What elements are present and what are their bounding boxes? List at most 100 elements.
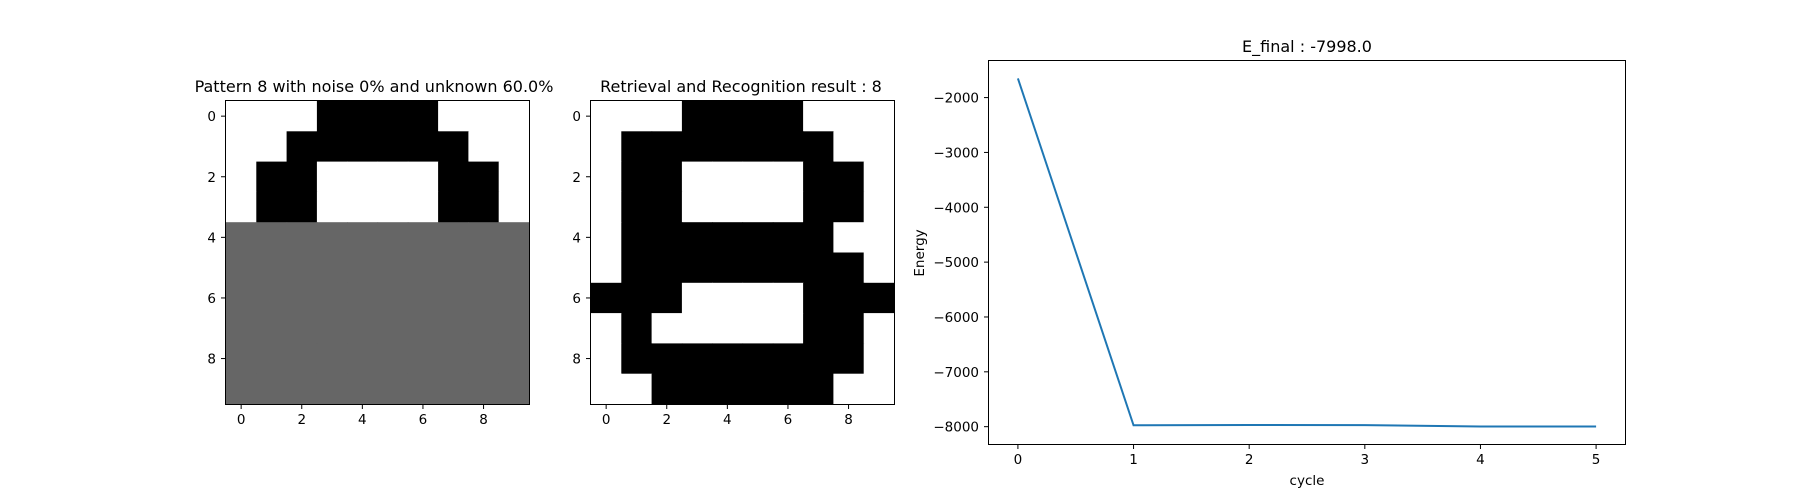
- input-pattern-cell-3-8: [468, 191, 500, 223]
- input-pattern-cell-9-9: [498, 373, 530, 405]
- input-pattern-cell-3-0: [226, 191, 257, 223]
- input-pattern-cell-4-6: [407, 222, 439, 254]
- result-pattern-cell-2-0: [591, 161, 622, 193]
- result-pattern-cell-7-5: [742, 313, 774, 344]
- input-pattern-y-tick-label: 2: [207, 170, 216, 186]
- energy-x-axis-label: cycle: [1290, 473, 1325, 489]
- input-pattern-cell-6-5: [377, 282, 409, 314]
- result-pattern-cell-7-2: [651, 313, 683, 344]
- result-pattern-cell-8-7: [803, 343, 834, 375]
- result-pattern-cell-9-0: [591, 373, 622, 405]
- input-pattern-title: Pattern 8 with noise 0% and unknown 60.0…: [195, 77, 554, 96]
- input-pattern-cell-9-7: [438, 373, 469, 405]
- result-pattern-cell-7-9: [863, 313, 895, 344]
- input-pattern-cell-1-2: [286, 131, 318, 163]
- input-pattern-y-tick-label: 0: [207, 109, 216, 125]
- input-pattern-cell-8-9: [498, 343, 530, 375]
- input-pattern-cell-0-5: [377, 101, 409, 132]
- result-pattern-cell-6-1: [621, 282, 653, 314]
- result-pattern-cell-1-4: [712, 131, 744, 163]
- input-pattern-cell-6-0: [226, 282, 257, 314]
- result-pattern-cell-6-2: [651, 282, 683, 314]
- result-pattern-y-tick-label: 4: [572, 230, 581, 246]
- energy-x-tick-label: 5: [1592, 452, 1601, 468]
- input-pattern-cell-6-8: [468, 282, 500, 314]
- result-pattern-cell-9-6: [772, 373, 804, 405]
- input-pattern-cell-6-4: [347, 282, 379, 314]
- input-pattern-cell-1-0: [226, 131, 257, 163]
- result-pattern-x-tick-label: 8: [844, 412, 853, 428]
- result-pattern-cell-5-6: [772, 252, 804, 284]
- input-pattern-cell-5-8: [468, 252, 500, 284]
- input-pattern-cell-4-5: [377, 222, 409, 254]
- result-pattern-cell-5-5: [742, 252, 774, 284]
- result-pattern-cell-6-7: [803, 282, 834, 314]
- input-pattern-cell-2-2: [286, 161, 318, 193]
- input-pattern-cell-2-8: [468, 161, 500, 193]
- result-pattern-cell-8-5: [742, 343, 774, 375]
- energy-chart-panel: E_final : -7998.0 0 1 2 3 4 5 −2000 −3000 −4000 −…: [912, 37, 1626, 489]
- result-pattern-cell-6-0: [591, 282, 622, 314]
- input-pattern-cell-5-1: [256, 252, 288, 284]
- input-pattern-cell-4-9: [498, 222, 530, 254]
- energy-y-tick-label: −8000: [933, 420, 979, 436]
- input-pattern-cell-4-4: [347, 222, 379, 254]
- result-pattern-cell-8-8: [833, 343, 865, 375]
- input-pattern-cell-4-2: [286, 222, 318, 254]
- input-pattern-cell-4-0: [226, 222, 257, 254]
- input-pattern-cell-9-8: [468, 373, 500, 405]
- result-pattern-cell-2-5: [742, 161, 774, 193]
- result-pattern-cell-5-3: [681, 252, 713, 284]
- result-pattern-cell-3-2: [651, 191, 683, 223]
- input-pattern-cell-2-6: [407, 161, 439, 193]
- input-pattern-cell-7-6: [407, 313, 439, 344]
- input-pattern-cell-7-2: [286, 313, 318, 344]
- result-pattern-cell-3-5: [742, 191, 774, 223]
- result-pattern-cell-3-0: [591, 191, 622, 223]
- result-pattern-cell-4-9: [863, 222, 895, 254]
- result-pattern-title: Retrieval and Recognition result : 8: [600, 77, 882, 96]
- result-pattern-cell-2-9: [863, 161, 895, 193]
- result-pattern-y-tick-label: 2: [572, 170, 581, 186]
- result-pattern-cell-3-6: [772, 191, 804, 223]
- input-pattern-cell-8-4: [347, 343, 379, 375]
- input-pattern-cell-0-7: [438, 101, 469, 132]
- input-pattern-cell-7-7: [438, 313, 469, 344]
- input-pattern-cell-9-1: [256, 373, 288, 405]
- input-pattern-cell-0-2: [286, 101, 318, 132]
- input-pattern-cell-8-6: [407, 343, 439, 375]
- input-pattern-cell-6-2: [286, 282, 318, 314]
- result-pattern-cell-3-1: [621, 191, 653, 223]
- result-pattern-cell-1-0: [591, 131, 622, 163]
- result-pattern-cell-3-9: [863, 191, 895, 223]
- input-pattern-cell-5-9: [498, 252, 530, 284]
- input-pattern-cell-2-1: [256, 161, 288, 193]
- energy-x-tick-label: 4: [1476, 452, 1485, 468]
- input-pattern-cell-9-0: [226, 373, 257, 405]
- result-pattern-cell-3-4: [712, 191, 744, 223]
- result-pattern-cell-4-1: [621, 222, 653, 254]
- result-pattern-cell-7-0: [591, 313, 622, 344]
- input-pattern-cell-8-1: [256, 343, 288, 375]
- input-pattern-cell-1-9: [498, 131, 530, 163]
- input-pattern-cell-7-3: [316, 313, 348, 344]
- input-pattern-cell-2-5: [377, 161, 409, 193]
- input-pattern-cell-9-3: [316, 373, 348, 405]
- input-pattern-cell-5-0: [226, 252, 257, 284]
- result-pattern-cell-1-3: [681, 131, 713, 163]
- input-pattern-cell-1-6: [407, 131, 439, 163]
- input-pattern-cell-1-7: [438, 131, 469, 163]
- input-pattern-cell-5-5: [377, 252, 409, 284]
- input-pattern-cell-3-9: [498, 191, 530, 223]
- input-pattern-cell-3-6: [407, 191, 439, 223]
- result-pattern-cell-2-8: [833, 161, 865, 193]
- result-pattern-cell-7-4: [712, 313, 744, 344]
- result-pattern-cell-1-8: [833, 131, 865, 163]
- result-pattern-cell-7-8: [833, 313, 865, 344]
- input-pattern-cell-9-5: [377, 373, 409, 405]
- input-pattern-cell-2-7: [438, 161, 469, 193]
- energy-chart-ticks: 0 1 2 3 4 5 −2000 −3000 −4000 −5000 −6000 −7000 −800…: [933, 91, 1600, 468]
- input-pattern-cell-8-0: [226, 343, 257, 375]
- result-pattern-cell-1-6: [772, 131, 804, 163]
